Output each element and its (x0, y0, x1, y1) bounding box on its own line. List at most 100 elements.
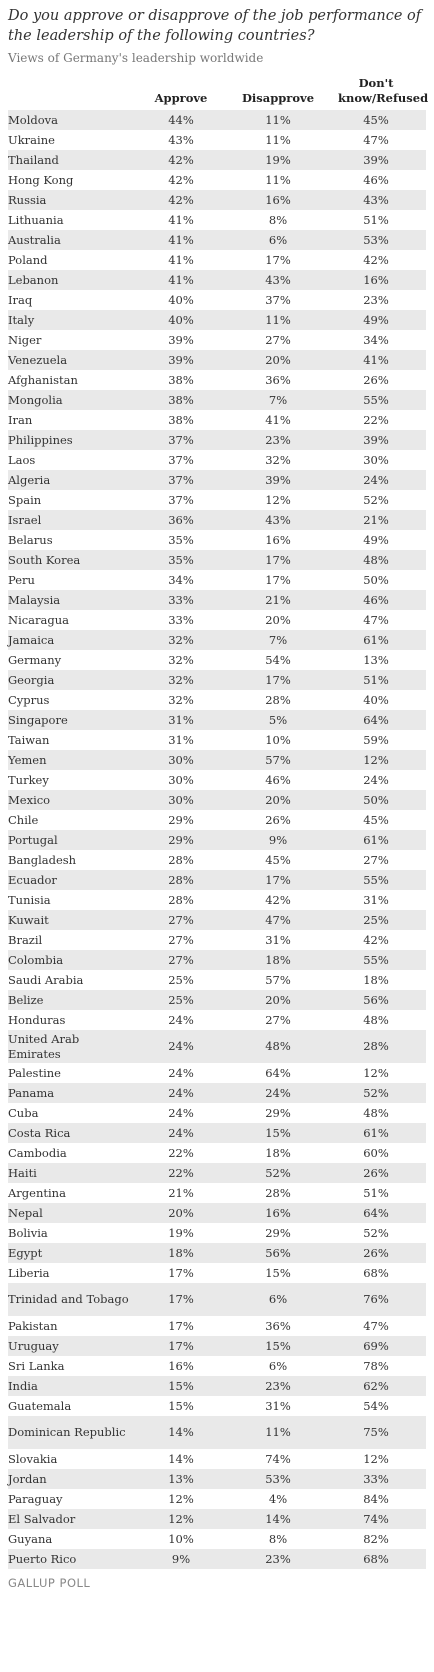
table-row: United Arab Emirates 24% 48% 28% (8, 1030, 426, 1063)
dont-know-cell: 46% (363, 173, 389, 187)
country-cell: El Salvador (8, 1509, 132, 1529)
disapprove-cell: 11% (265, 133, 291, 147)
table-row: Jamaica 32% 7% 61% (8, 630, 426, 650)
table-row: South Korea 35% 17% 48% (8, 550, 426, 570)
country-cell: India (8, 1376, 132, 1396)
table-row: Jordan 13% 53% 33% (8, 1469, 426, 1489)
approve-cell: 13% (132, 1469, 230, 1489)
disapprove-cell: 8% (268, 213, 288, 227)
table-row: Uruguay 17% 15% 69% (8, 1336, 426, 1356)
dont-know-cell: 41% (326, 350, 426, 370)
dont-know-cell: 22% (363, 413, 389, 427)
disapprove-cell: 23% (230, 1376, 326, 1396)
dont-know-cell: 21% (326, 510, 426, 530)
approve-cell: 31% (168, 733, 194, 747)
dont-know-cell: 49% (326, 310, 426, 330)
approve-cell: 41% (132, 230, 230, 250)
country-cell: Spain (8, 493, 42, 507)
chart-container: Do you approve or disapprove of the job … (8, 8, 429, 1590)
header-dont-know: Don't know/Refused (326, 76, 428, 110)
disapprove-cell: 37% (265, 293, 291, 307)
dont-know-cell: 24% (326, 470, 426, 490)
approve-cell: 35% (132, 550, 230, 570)
table-row: Costa Rica 24% 15% 61% (8, 1123, 426, 1143)
dont-know-cell: 49% (363, 533, 389, 547)
country-cell: Yemen (8, 750, 132, 770)
table-row: Peru 34% 17% 50% (8, 570, 426, 590)
country-cell: Slovakia (8, 1452, 58, 1466)
country-cell: Jamaica (8, 630, 132, 650)
disapprove-cell: 17% (230, 870, 326, 890)
country-cell: Iraq (8, 293, 33, 307)
dont-know-cell: 39% (326, 150, 426, 170)
country-cell: Sri Lanka (8, 1359, 65, 1373)
table-row: Sri Lanka 16% 6% 78% (8, 1356, 426, 1376)
country-cell: Thailand (8, 150, 132, 170)
dont-know-cell: 24% (363, 773, 389, 787)
dont-know-cell: 52% (363, 493, 389, 507)
approve-cell: 15% (132, 1376, 230, 1396)
dont-know-cell: 74% (326, 1509, 426, 1529)
approve-cell: 30% (168, 773, 194, 787)
table-row: Guatemala 15% 31% 54% (8, 1396, 426, 1416)
disapprove-cell: 39% (230, 470, 326, 490)
country-cell: Liberia (8, 1266, 50, 1280)
country-cell: Tunisia (8, 893, 51, 907)
disapprove-cell: 16% (265, 533, 291, 547)
disapprove-cell: 47% (230, 910, 326, 930)
dont-know-cell: 61% (326, 630, 426, 650)
country-cell: Brazil (8, 933, 43, 947)
approve-cell: 22% (168, 1146, 194, 1160)
approve-cell: 15% (168, 1399, 194, 1413)
table-row: Panama 24% 24% 52% (8, 1083, 426, 1103)
dont-know-cell: 47% (363, 133, 389, 147)
disapprove-cell: 18% (265, 1146, 291, 1160)
approve-cell: 29% (168, 813, 194, 827)
dont-know-cell: 31% (363, 893, 389, 907)
approve-cell: 22% (132, 1163, 230, 1183)
disapprove-cell: 18% (230, 950, 326, 970)
dont-know-cell: 18% (363, 973, 389, 987)
country-cell: Jordan (8, 1469, 132, 1489)
approve-cell: 12% (168, 1492, 194, 1506)
disapprove-cell: 56% (230, 1243, 326, 1263)
dont-know-cell: 53% (326, 230, 426, 250)
country-cell: Poland (8, 253, 48, 267)
dont-know-cell: 69% (326, 1336, 426, 1356)
table-row: Italy 40% 11% 49% (8, 310, 426, 330)
country-cell: Philippines (8, 430, 132, 450)
chart-title: Do you approve or disapprove of the job … (8, 8, 422, 44)
approve-cell: 27% (132, 950, 230, 970)
country-cell: Panama (8, 1083, 132, 1103)
disapprove-cell: 16% (230, 1203, 326, 1223)
dont-know-cell: 27% (363, 853, 389, 867)
approve-cell: 32% (168, 693, 194, 707)
country-cell: Trinidad and Tobago (8, 1283, 132, 1316)
disapprove-cell: 57% (265, 973, 291, 987)
disapprove-cell: 17% (265, 253, 291, 267)
dont-know-cell: 48% (363, 1013, 389, 1027)
table-row: Russia 42% 16% 43% (8, 190, 426, 210)
disapprove-cell: 24% (230, 1083, 326, 1103)
dont-know-cell: 28% (326, 1030, 426, 1063)
approve-cell: 31% (132, 710, 230, 730)
country-cell: Saudi Arabia (8, 973, 84, 987)
disapprove-cell: 6% (268, 1359, 288, 1373)
approve-cell: 42% (132, 190, 230, 210)
table-row: Lebanon 41% 43% 16% (8, 270, 426, 290)
table-row: Mongolia 38% 7% 55% (8, 390, 426, 410)
disapprove-cell: 29% (265, 1226, 291, 1240)
table-row: Belize 25% 20% 56% (8, 990, 426, 1010)
dont-know-cell: 26% (326, 1163, 426, 1183)
approve-cell: 37% (132, 430, 230, 450)
country-cell: Egypt (8, 1243, 132, 1263)
disapprove-cell: 17% (265, 573, 291, 587)
table-row: Georgia 32% 17% 51% (8, 670, 426, 690)
country-cell: Uruguay (8, 1336, 132, 1356)
dont-know-cell: 16% (326, 270, 426, 290)
approve-cell: 24% (168, 1106, 194, 1120)
country-cell: Ukraine (8, 133, 55, 147)
header-row: Approve Disapprove Don't know/Refused (8, 76, 429, 110)
country-cell: Kuwait (8, 910, 132, 930)
disapprove-cell: 11% (230, 110, 326, 130)
